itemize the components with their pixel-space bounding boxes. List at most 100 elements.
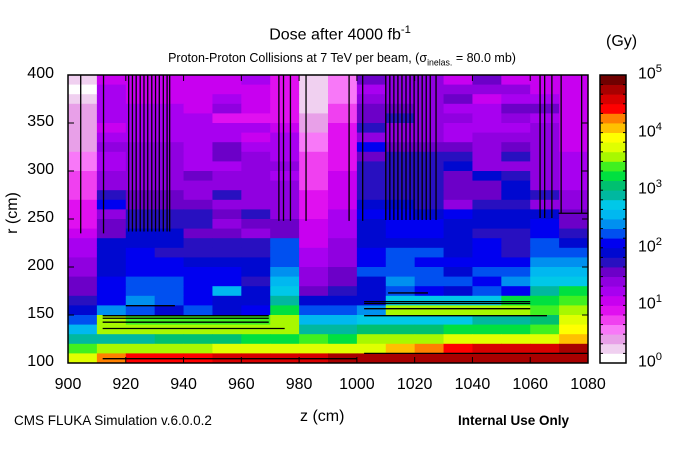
heatmap-cell [501,171,531,182]
heatmap-cell [212,219,242,230]
heatmap-cell [270,305,300,316]
heatmap-cell [356,286,387,297]
heatmap-cell [241,334,271,345]
x-tick-label: 960 [227,376,255,393]
heatmap-cell [559,151,589,162]
heatmap-cell [328,286,358,297]
heatmap-cell [472,295,502,306]
colorbar-band [600,75,626,85]
heatmap-cell [241,305,271,316]
heatmap-cell [385,295,416,306]
heatmap-cell [328,113,358,124]
heatmap-cell [96,103,127,114]
heatmap-cell [472,190,502,201]
colorbar-band [600,267,626,277]
heatmap-cell [125,334,156,345]
heatmap-cell [443,190,473,201]
heatmap-cell [154,324,185,335]
heatmap-cell [96,84,127,95]
heatmap-cell [96,219,127,230]
colorbar-band [600,132,626,143]
heatmap-cell [68,219,98,230]
heatmap-cell [183,199,213,210]
heatmap-cell [356,209,387,220]
heatmap-cell [328,199,358,210]
x-tick-label: 1060 [512,376,549,393]
heatmap-cell [68,151,98,162]
heatmap-cell [443,151,473,162]
heatmap-cell [270,151,300,162]
heatmap-cell [472,305,502,316]
heatmap-cell [501,353,531,364]
heatmap-cell [559,94,589,105]
heatmap-cell [472,113,502,124]
heatmap-cell [501,257,531,268]
colorbar-band [600,151,626,162]
heatmap-cell [154,315,185,326]
colorbar-band [600,315,626,325]
heatmap-cell [414,151,445,162]
heatmap-cell [299,295,329,306]
heatmap-cell [299,219,329,230]
heatmap-cell [472,286,502,297]
heatmap-cell [212,324,242,335]
heatmap-cell [212,123,242,134]
colorbar-band [600,247,626,258]
heatmap-cell [212,343,242,354]
heatmap-cell [241,171,271,182]
x-tick-label: 1000 [339,376,375,393]
heatmap-cell [385,103,416,114]
heatmap-cell [183,142,213,153]
title-text: Dose after 4000 fb [269,26,401,44]
heatmap-cell [96,113,127,124]
heatmap-cell [414,132,445,143]
heatmap-cell [414,276,445,287]
heatmap-cell [385,324,416,335]
heatmap-cell [183,276,213,287]
tick-base: 10 [638,295,656,313]
heatmap-cell [414,353,445,364]
heatmap-cell [154,295,185,306]
heatmap-cell [472,334,502,345]
heatmap-cell [472,103,502,114]
heatmap-cell [385,199,416,210]
heatmap-cell [270,75,300,86]
heatmap-cell [501,75,531,86]
heatmap-cell [328,171,358,182]
heatmap-cell [328,103,358,114]
tick-base: 10 [638,238,656,256]
heatmap-cell [68,171,98,182]
heatmap-cell [241,180,271,191]
heatmap-cell [559,84,589,95]
heatmap-cell [385,151,416,162]
heatmap-cell [414,75,445,86]
heatmap-cell [472,315,502,326]
heatmap-cell [385,94,416,105]
heatmap-cell [328,123,358,134]
heatmap-cell [241,199,271,210]
heatmap-cell [443,276,473,287]
heatmap-cell [501,161,531,172]
heatmap-cell [501,276,531,287]
heatmap-cell [501,315,531,326]
heatmap-cell [472,75,502,86]
heatmap-cell [212,180,242,191]
heatmap-cell [501,228,531,239]
tick-exponent: 0 [655,351,663,363]
heatmap-cell [299,343,329,354]
heatmap-cell [501,295,531,306]
heatmap-cell [559,238,589,249]
heatmap-cell [270,190,300,201]
heatmap-cell [270,123,300,134]
heatmap-cell [270,295,300,306]
heatmap-cell [96,267,127,278]
chart-subtitle: Proton-Proton Collisions at 7 TeV per be… [0,51,680,68]
x-tick-label: 920 [112,376,140,393]
heatmap-cell [68,199,98,210]
heatmap-cell [125,276,156,287]
heatmap-cell [443,113,473,124]
heatmap-cell [356,84,387,95]
heatmap-cell [443,171,473,182]
heatmap-cell [183,238,213,249]
heatmap-cell [530,334,560,345]
